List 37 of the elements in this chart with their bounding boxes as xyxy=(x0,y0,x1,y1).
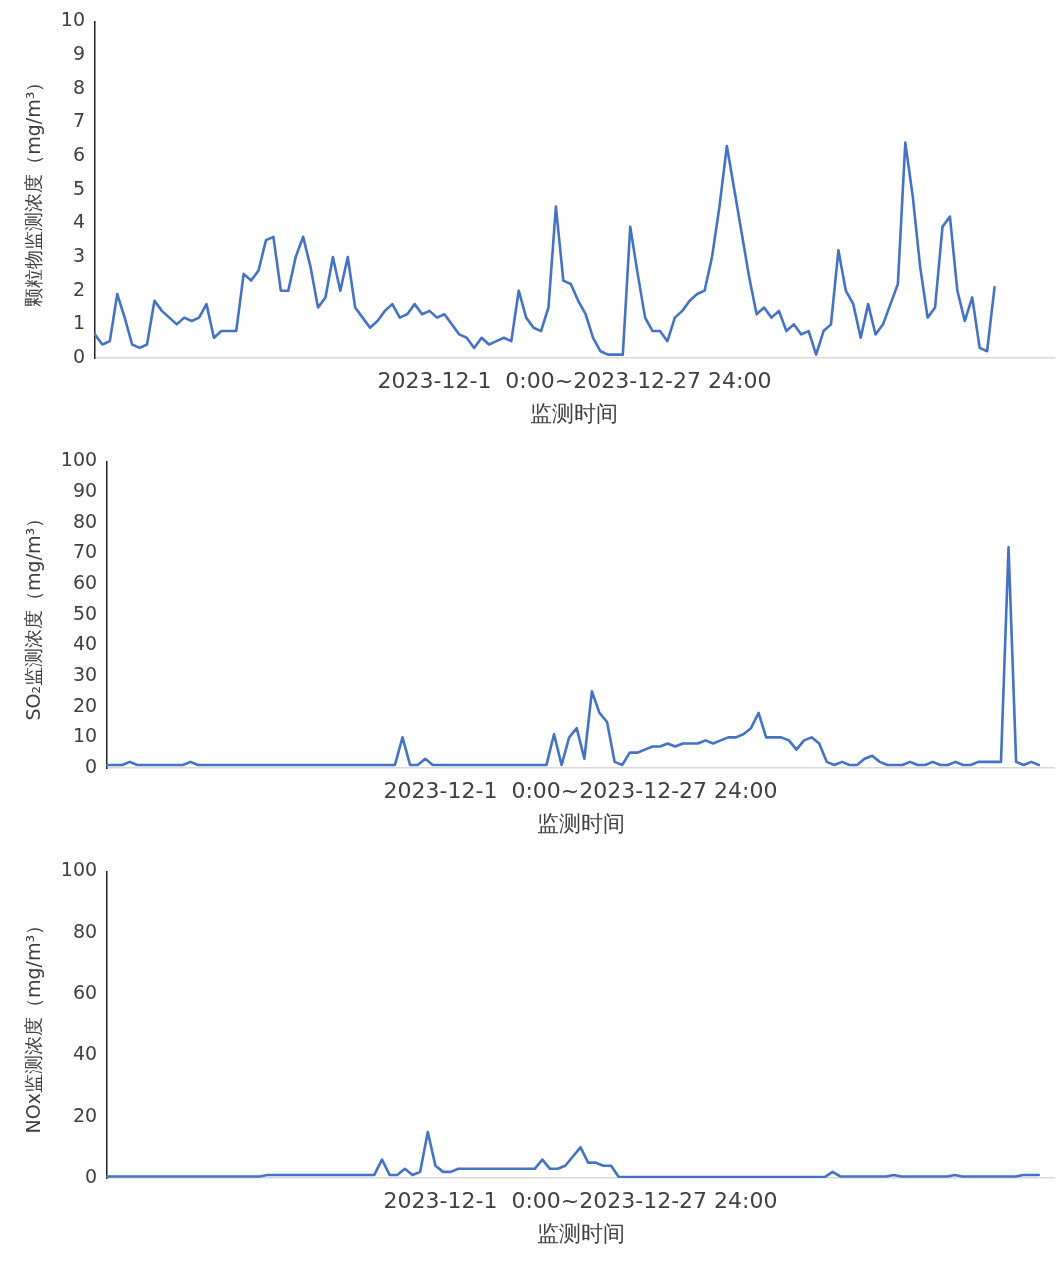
x-axis-title: 监测时间 xyxy=(536,1221,625,1247)
y-axis-title: NOx监测浓度（mg/m³） xyxy=(22,915,45,1134)
y-tick-label: 10 xyxy=(60,8,85,31)
text: 2023-12-1 0:00~2023-12-27 24:00 xyxy=(383,1188,778,1214)
y-tick-label: 20 xyxy=(72,1103,98,1126)
y-tick-label: 8 xyxy=(72,75,85,98)
y-tick-label: 5 xyxy=(72,176,85,199)
y-tick-label: 100 xyxy=(60,448,98,471)
y-tick-label: 60 xyxy=(72,570,98,593)
x-axis-title: 监测时间 xyxy=(536,811,625,837)
y-tick-label: 90 xyxy=(72,479,98,501)
y-tick-label: 9 xyxy=(72,42,85,64)
y-tick-label: 10 xyxy=(72,724,98,747)
y-tick-label: 6 xyxy=(72,142,85,165)
y-tick-label: 80 xyxy=(72,509,98,532)
y-tick-label: 80 xyxy=(72,919,98,942)
y-tick-label: 3 xyxy=(72,243,85,266)
text: 2023-12-1 0:00~2023-12-27 24:00 xyxy=(377,368,772,394)
y-axis-title: 颗粒物监测浓度（mg/m³） xyxy=(22,72,45,307)
y-tick-label: 0 xyxy=(84,1164,98,1187)
y-tick-label: 30 xyxy=(72,662,98,685)
y-tick-label: 4 xyxy=(72,210,85,233)
y-tick-label: 0 xyxy=(72,344,85,367)
y-tick-label: 40 xyxy=(72,1042,98,1065)
y-tick-label: 0 xyxy=(84,754,98,777)
y-tick-label: 2 xyxy=(72,277,85,300)
y-tick-label: 100 xyxy=(60,858,98,881)
y-tick-label: 50 xyxy=(72,601,98,624)
y-tick-label: 60 xyxy=(72,980,98,1003)
y-tick-label: 40 xyxy=(72,632,98,655)
y-tick-label: 20 xyxy=(72,693,98,716)
y-axis-title: SO₂监测浓度（mg/m³） xyxy=(22,508,45,721)
x-axis-title: 监测时间 xyxy=(530,401,619,427)
y-tick-label: 7 xyxy=(72,109,85,132)
y-tick-label: 70 xyxy=(72,540,98,563)
text: 2023-12-1 0:00~2023-12-27 24:00 xyxy=(383,778,778,804)
y-tick-label: 1 xyxy=(72,311,85,334)
